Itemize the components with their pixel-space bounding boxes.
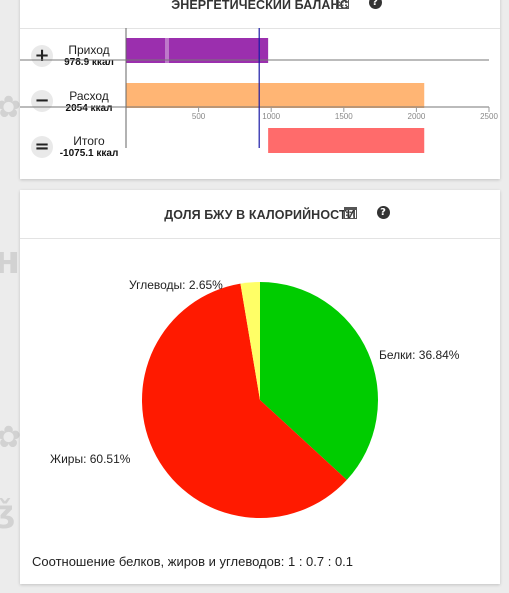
total-label: Итого -1075.1 ккал	[54, 135, 124, 160]
pie-slice-protein	[260, 282, 378, 480]
x-tick-label: 500	[192, 112, 206, 121]
background-decoration: ǯ	[0, 495, 14, 530]
pie-label-carbs: Углеводы: 2.65%	[129, 278, 223, 292]
pie-slice-carbs	[240, 282, 260, 400]
background-decoration: ✿	[0, 90, 22, 125]
calendar-icon[interactable]	[344, 206, 357, 220]
energy-balance-card: ЭНЕРГЕТИЧЕСКИЙ БАЛАНС ? + Приход 978.9 к…	[20, 0, 500, 179]
macro-share-title: ДОЛЯ БЖУ В КАЛОРИЙНОСТИ	[164, 208, 356, 222]
total-sign-button[interactable]: =	[31, 136, 53, 158]
background-decoration: н	[0, 238, 21, 282]
energy-balance-chart: 500 1000 1500 2000 2500	[20, 28, 498, 153]
pie-label-fat: Жиры: 60.51%	[50, 452, 131, 466]
bar-total	[268, 128, 425, 153]
pie-slice-fat	[141, 283, 347, 518]
energy-balance-header: ЭНЕРГЕТИЧЕСКИЙ БАЛАНС ?	[20, 0, 500, 29]
energy-balance-title: ЭНЕРГЕТИЧЕСКИЙ БАЛАНС	[171, 0, 349, 12]
income-name: Приход	[68, 43, 110, 57]
total-value: -1075.1 ккал	[59, 148, 119, 159]
background-decoration: ✿	[0, 420, 22, 455]
help-icon[interactable]: ?	[376, 206, 390, 220]
expense-value: 2054 ккал	[65, 103, 113, 114]
income-sign-button[interactable]: +	[31, 45, 53, 67]
expense-label: Расход 2054 ккал	[54, 90, 124, 115]
pie-label-protein: Белки: 36.84%	[379, 348, 460, 362]
x-tick-label: 1500	[335, 112, 353, 121]
macro-share-card: ДОЛЯ БЖУ В КАЛОРИЙНОСТИ ? Белки: 36.84% …	[20, 190, 500, 584]
bar-expense	[126, 83, 425, 108]
x-tick-label: 2000	[408, 112, 426, 121]
x-tick-label: 1000	[262, 112, 280, 121]
calendar-icon[interactable]	[336, 0, 349, 10]
macro-pie-chart	[141, 282, 378, 518]
total-name: Итого	[73, 134, 105, 148]
bar-income	[126, 38, 269, 63]
expense-name: Расход	[69, 89, 109, 103]
macro-share-header: ДОЛЯ БЖУ В КАЛОРИЙНОСТИ ?	[20, 190, 500, 239]
income-label: Приход 978.9 ккал	[54, 44, 124, 69]
income-value: 978.9 ккал	[64, 57, 114, 68]
help-icon[interactable]: ?	[368, 0, 382, 10]
x-tick-label: 2500	[480, 112, 498, 121]
macro-ratio-text: Соотношение белков, жиров и углеводов: 1…	[32, 554, 354, 569]
